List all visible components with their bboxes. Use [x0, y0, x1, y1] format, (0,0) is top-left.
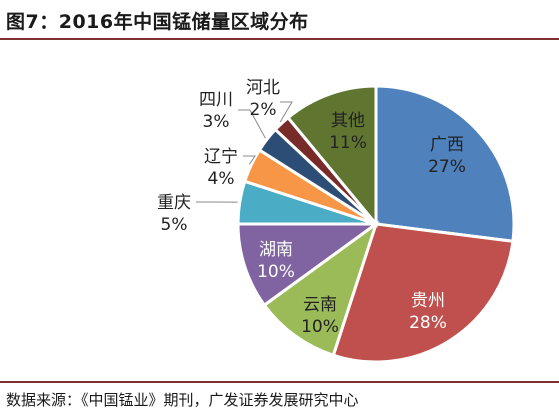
- chart-title: 图7：2016年中国锰储量区域分布: [6, 11, 309, 33]
- pie-slice-3: [236, 222, 381, 308]
- pie-slice-2: [262, 220, 379, 358]
- source-note: 数据来源：《中国锰业》期刊，广发证券发展研究中心: [6, 391, 359, 409]
- slice-name-label-6: 四川: [199, 90, 233, 110]
- slice-value-label-7: 2%: [250, 100, 277, 120]
- slice-name-label-5: 辽宁: [204, 147, 238, 167]
- slice-name-label-7: 河北: [246, 78, 280, 98]
- chart-area: 广西 27% 贵州 28% 云南 10% 湖南 10% 重庆 5% 辽宁 4% 四川 3% 河北 2% 其他 11…: [0, 40, 559, 380]
- title-divider: [0, 38, 559, 40]
- pie-slice-8: [285, 84, 378, 229]
- slice-value-label-6: 3%: [203, 112, 230, 132]
- leader-line-6: [238, 109, 266, 139]
- slice-value-label-1: 28%: [409, 313, 447, 333]
- slice-name-label-2: 云南: [303, 295, 337, 315]
- slice-name-label-0: 广西: [430, 135, 464, 155]
- pie-slice-1: [331, 222, 515, 364]
- slice-value-label-4: 5%: [161, 215, 188, 235]
- slice-value-label-2: 10%: [301, 317, 339, 337]
- slice-value-label-3: 10%: [257, 262, 295, 282]
- pie-slice-0: [374, 84, 516, 243]
- title-bar: 图7：2016年中国锰储量区域分布: [0, 0, 559, 40]
- footer-divider: [0, 381, 559, 383]
- slice-value-label-8: 11%: [329, 133, 367, 153]
- slice-name-label-4: 重庆: [157, 193, 191, 213]
- leader-line-7: [279, 101, 293, 123]
- leader-line-5: [243, 155, 256, 165]
- slice-name-label-3: 湖南: [259, 240, 293, 260]
- slice-name-label-1: 贵州: [411, 291, 445, 311]
- pie-chart: 广西27%贵州28%云南10%湖南10%重庆5%辽宁4%四川3%河北2%其他11…: [157, 78, 516, 364]
- slice-value-label-5: 4%: [208, 169, 235, 189]
- slice-value-label-0: 27%: [428, 157, 466, 177]
- slice-name-label-8: 其他: [331, 111, 365, 131]
